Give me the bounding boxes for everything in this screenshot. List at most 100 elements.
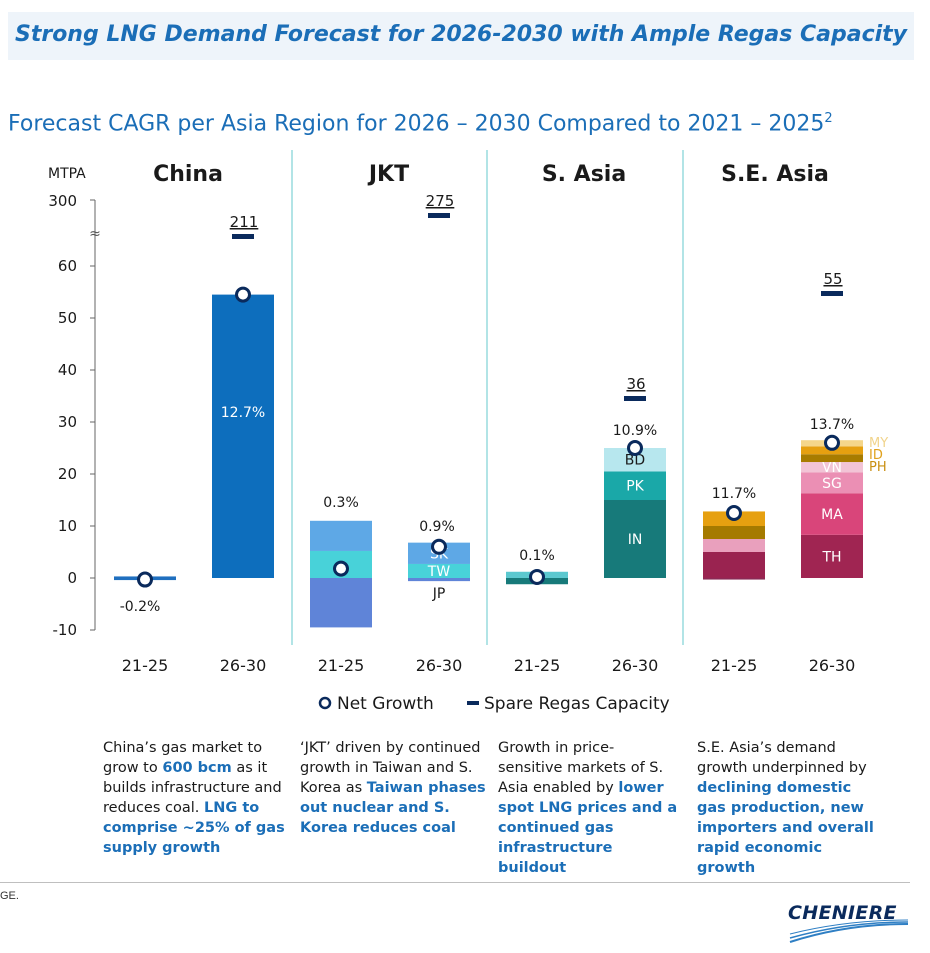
y-tick-label: 50 xyxy=(58,309,77,327)
lng-demand-chart: MTPA 300 ≈60 50 40 30 20 10 0 -10 China JKT S. Asia S… xyxy=(48,150,888,714)
net-growth-marker xyxy=(529,568,545,585)
segment-label: PK xyxy=(626,479,644,495)
cagr-label: 0.1% xyxy=(519,548,555,564)
spare-regas-marker xyxy=(428,213,450,218)
description-text: Growth in price-sensitive markets of S. … xyxy=(498,740,664,796)
x-tick-label: 21-25 xyxy=(711,656,758,675)
description-text: ‘JKT’ driven by continued growth in Taiw… xyxy=(300,740,481,796)
bar-segment xyxy=(310,578,372,628)
spare-regas-marker xyxy=(232,234,254,239)
bar-segment xyxy=(703,539,765,552)
spare-regas-label: 55 xyxy=(823,270,842,288)
bar-segment xyxy=(408,563,470,578)
description-text: China’s gas market to grow to xyxy=(103,740,263,776)
cagr-label: 11.7% xyxy=(712,486,756,502)
x-tick-label: 21-25 xyxy=(514,656,561,675)
description-highlight: Taiwan phases out nuclear and S. Korea r… xyxy=(300,780,486,836)
x-tick-label: 21-25 xyxy=(318,656,365,675)
cagr-label: -0.2% xyxy=(120,599,161,615)
legend-net-growth-icon xyxy=(318,696,332,710)
spare-regas-marker xyxy=(624,396,646,401)
y-tick-label: 40 xyxy=(58,361,77,379)
net-growth-marker xyxy=(235,286,251,303)
cagr-label: 0.9% xyxy=(419,519,455,535)
bar-segment xyxy=(604,500,666,578)
y-tick-label: 0 xyxy=(67,569,77,587)
side-segment-label: PH xyxy=(869,460,887,475)
bar-segment xyxy=(801,454,863,463)
bar-segment xyxy=(801,472,863,494)
footnote: GE. xyxy=(0,890,19,902)
bar-segment xyxy=(604,448,666,472)
net-growth-marker xyxy=(824,434,840,451)
axis-break-icon: ≈ xyxy=(89,226,101,242)
segment-label: BD xyxy=(625,453,645,469)
side-segment-label: MY xyxy=(869,436,888,451)
legend-net-growth-label: Net Growth xyxy=(337,694,434,714)
description-text: as it builds infrastructure and reduces … xyxy=(103,760,282,816)
description-highlight: LNG to comprise ~25% of gas supply growt… xyxy=(103,800,285,856)
x-tick-label: 26-30 xyxy=(612,656,659,675)
spare-regas-label: 211 xyxy=(230,213,259,231)
cagr-label: 12.7% xyxy=(221,405,265,421)
y-tick-label: 60 xyxy=(58,257,77,275)
y-axis-label: MTPA xyxy=(48,166,86,182)
bar-segment xyxy=(212,294,274,578)
y-tick-label: 10 xyxy=(58,517,77,535)
footnote-marker: 2 xyxy=(824,111,833,126)
cagr-label: 13.7% xyxy=(810,417,854,433)
cagr-label: 10.9% xyxy=(613,423,657,439)
net-growth-marker xyxy=(431,538,447,555)
logo-text: CHENIERE xyxy=(788,902,897,924)
cagr-label: 0.3% xyxy=(323,495,359,511)
segment-label: SG xyxy=(822,476,842,492)
bar-segment xyxy=(801,493,863,535)
bar-segment xyxy=(801,462,863,473)
spare-regas-label: 275 xyxy=(426,192,455,210)
chart-subtitle: Forecast CAGR per Asia Region for 2026 –… xyxy=(8,111,833,136)
bar-segment xyxy=(408,578,470,582)
legend-spare-regas-icon xyxy=(467,701,479,705)
region-header: JKT xyxy=(367,162,409,187)
region-header: S.E. Asia xyxy=(721,162,829,187)
y-tick-label: 30 xyxy=(58,413,77,431)
net-growth-marker xyxy=(726,505,742,521)
spare-regas-marker xyxy=(821,291,843,296)
x-tick-label: 26-30 xyxy=(416,656,463,675)
jkt-description: ‘JKT’ driven by continued growth in Taiw… xyxy=(300,738,492,838)
segment-label: MA xyxy=(821,507,843,523)
spare-regas-label: 36 xyxy=(626,375,645,393)
y-tick-label: -10 xyxy=(53,621,78,639)
logo-swoosh-icon xyxy=(789,919,909,943)
cheniere-logo: CHENIERE xyxy=(786,902,912,946)
s-asia-description: Growth in price-sensitive markets of S. … xyxy=(498,738,678,878)
x-tick-label: 26-30 xyxy=(220,656,267,675)
description-text: S.E. Asia’s demand growth underpinned by xyxy=(697,740,867,776)
x-tick-label: 26-30 xyxy=(809,656,856,675)
net-growth-marker xyxy=(137,571,153,588)
bar-segment xyxy=(703,552,765,578)
segment-label: IN xyxy=(628,532,643,548)
bar-segment xyxy=(310,520,372,551)
y-tick-label: 20 xyxy=(58,465,77,483)
segment-label: JP xyxy=(432,586,446,602)
net-growth-marker xyxy=(627,440,643,456)
bar-segment xyxy=(703,526,765,539)
china-description: China’s gas market to grow to 600 bcm as… xyxy=(103,738,295,858)
description-highlight: lower spot LNG prices and a continued ga… xyxy=(498,780,678,876)
title-banner: Strong LNG Demand Forecast for 2026-2030… xyxy=(8,12,914,60)
footer-divider xyxy=(0,882,910,883)
region-header: China xyxy=(153,162,223,187)
net-growth-marker xyxy=(333,560,349,577)
y-tick-label: 300 xyxy=(48,192,77,210)
segment-label: TW xyxy=(427,564,451,580)
bar-segment xyxy=(703,578,765,580)
side-segment-label: ID xyxy=(869,448,883,463)
description-highlight: declining domestic gas production, new i… xyxy=(697,780,874,876)
region-header: S. Asia xyxy=(542,162,626,187)
segment-label: VN xyxy=(822,460,842,476)
bar-segment xyxy=(604,471,666,500)
segment-label: TH xyxy=(821,549,841,565)
page-title: Strong LNG Demand Forecast for 2026-2030… xyxy=(14,22,908,47)
chart-subtitle-text: Forecast CAGR per Asia Region for 2026 –… xyxy=(8,111,825,137)
